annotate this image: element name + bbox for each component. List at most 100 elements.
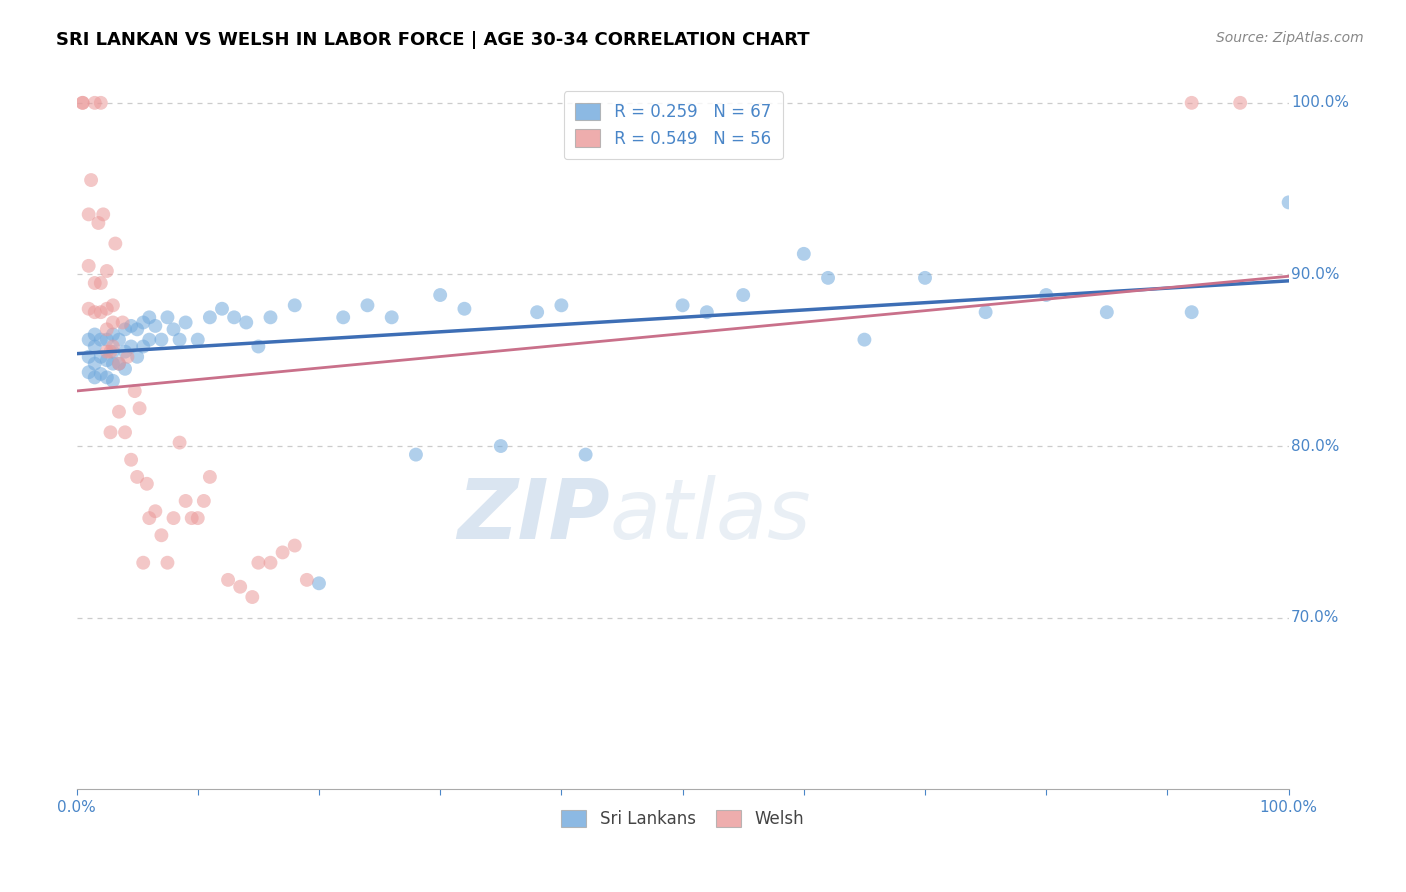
Point: [162, 511, 184, 525]
Point: [132, 316, 155, 330]
Point: [187, 511, 209, 525]
Point: [138, 333, 160, 347]
Point: [138, 310, 160, 325]
Point: [696, 305, 718, 319]
Point: [174, 316, 197, 330]
Point: [104, 236, 127, 251]
Point: [156, 556, 179, 570]
Point: [90, 350, 112, 364]
Point: [974, 305, 997, 319]
Text: atlas: atlas: [610, 475, 811, 556]
Point: [284, 539, 307, 553]
Point: [914, 271, 936, 285]
Point: [120, 452, 142, 467]
Point: [91, 207, 114, 221]
Point: [127, 350, 149, 364]
Point: [114, 322, 136, 336]
Point: [83, 370, 105, 384]
Point: [187, 333, 209, 347]
Point: [100, 425, 122, 440]
Text: Source: ZipAtlas.com: Source: ZipAtlas.com: [1216, 31, 1364, 45]
Point: [575, 448, 598, 462]
Point: [83, 327, 105, 342]
Point: [101, 316, 124, 330]
Point: [550, 298, 572, 312]
Point: [101, 339, 124, 353]
Point: [224, 310, 246, 325]
Point: [150, 528, 173, 542]
Text: SRI LANKAN VS WELSH IN LABOR FORCE | AGE 30-34 CORRELATION CHART: SRI LANKAN VS WELSH IN LABOR FORCE | AGE…: [56, 31, 810, 49]
Point: [180, 511, 202, 525]
Point: [284, 298, 307, 312]
Text: ZIP: ZIP: [457, 475, 610, 556]
Point: [96, 322, 118, 336]
Point: [143, 318, 166, 333]
Point: [247, 556, 270, 570]
Point: [127, 470, 149, 484]
Point: [90, 333, 112, 347]
Point: [77, 365, 100, 379]
Point: [114, 425, 136, 440]
Point: [90, 95, 112, 110]
Point: [295, 573, 318, 587]
Point: [332, 310, 354, 325]
Point: [96, 370, 118, 384]
Point: [150, 333, 173, 347]
Text: 100.0%: 100.0%: [1291, 95, 1350, 111]
Point: [453, 301, 475, 316]
Point: [100, 344, 122, 359]
Point: [83, 95, 105, 110]
Point: [83, 276, 105, 290]
Point: [96, 264, 118, 278]
Point: [96, 344, 118, 359]
Point: [108, 357, 131, 371]
Point: [101, 357, 124, 371]
Text: 70.0%: 70.0%: [1291, 610, 1340, 625]
Point: [77, 301, 100, 316]
Point: [127, 322, 149, 336]
Text: 90.0%: 90.0%: [1291, 267, 1340, 282]
Point: [83, 357, 105, 371]
Point: [117, 350, 139, 364]
Point: [101, 298, 124, 312]
Point: [72, 95, 94, 110]
Point: [489, 439, 512, 453]
Point: [77, 350, 100, 364]
Point: [1278, 195, 1301, 210]
Point: [793, 247, 815, 261]
Point: [101, 327, 124, 342]
Point: [853, 333, 876, 347]
Point: [108, 357, 131, 371]
Point: [169, 435, 191, 450]
Point: [138, 511, 160, 525]
Point: [132, 556, 155, 570]
Point: [198, 470, 221, 484]
Point: [77, 333, 100, 347]
Point: [101, 344, 124, 359]
Point: [162, 322, 184, 336]
Point: [229, 580, 252, 594]
Point: [405, 448, 427, 462]
Point: [83, 305, 105, 319]
Point: [90, 367, 112, 381]
Point: [114, 344, 136, 359]
Point: [671, 298, 693, 312]
Point: [96, 353, 118, 368]
Point: [90, 276, 112, 290]
Point: [211, 301, 233, 316]
Point: [132, 339, 155, 353]
Point: [381, 310, 404, 325]
Point: [83, 339, 105, 353]
Point: [1181, 95, 1204, 110]
Point: [96, 301, 118, 316]
Legend: Sri Lankans, Welsh: Sri Lankans, Welsh: [555, 804, 810, 835]
Point: [526, 305, 548, 319]
Point: [72, 95, 94, 110]
Point: [240, 590, 263, 604]
Text: 80.0%: 80.0%: [1291, 439, 1340, 453]
Point: [128, 401, 150, 416]
Point: [259, 310, 281, 325]
Point: [174, 494, 197, 508]
Point: [108, 405, 131, 419]
Point: [235, 316, 257, 330]
